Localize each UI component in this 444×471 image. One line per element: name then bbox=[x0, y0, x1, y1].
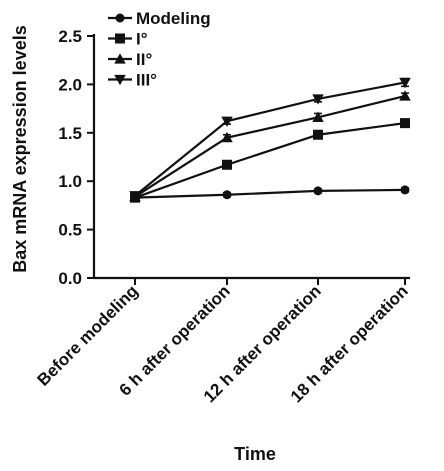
series-triangle-down bbox=[129, 77, 411, 202]
legend-item: Modeling bbox=[108, 9, 211, 28]
series-line bbox=[134, 81, 406, 197]
data-point-triangle-up bbox=[114, 53, 126, 64]
data-point-triangle-down bbox=[221, 116, 233, 127]
y-tick-label: 0.0 bbox=[58, 269, 82, 288]
data-point-triangle-down bbox=[312, 94, 324, 105]
data-point-triangle-down bbox=[129, 191, 141, 202]
data-point-square bbox=[313, 129, 323, 140]
data-point-circle bbox=[400, 185, 410, 195]
data-point-triangle-up bbox=[221, 131, 233, 143]
data-point-square bbox=[115, 33, 125, 44]
data-point-triangle-down bbox=[114, 74, 126, 86]
legend-label: I° bbox=[136, 30, 148, 49]
y-tick-label: 2.0 bbox=[58, 75, 82, 94]
legend-label: III° bbox=[136, 71, 157, 90]
series-group bbox=[129, 77, 411, 203]
series-line bbox=[134, 122, 406, 199]
y-tick-label: 1.0 bbox=[58, 172, 82, 191]
data-point-square bbox=[400, 118, 410, 129]
data-point-square bbox=[222, 159, 232, 170]
data-point-triangle-up bbox=[312, 111, 324, 122]
series-line bbox=[134, 94, 406, 198]
x-axis-title: Time bbox=[234, 444, 276, 464]
data-point-circle bbox=[222, 190, 232, 200]
legend: Modeling I°II° III° bbox=[108, 9, 211, 90]
legend-item: I° bbox=[108, 30, 148, 49]
legend-item: II° bbox=[108, 50, 152, 69]
legend-item: III° bbox=[108, 71, 157, 90]
y-tick-label: 0.5 bbox=[58, 221, 82, 240]
series-circle bbox=[130, 185, 410, 203]
y-axis-title: Bax mRNA expression levels bbox=[10, 25, 30, 272]
legend-label: II° bbox=[136, 50, 152, 69]
legend-label: Modeling bbox=[136, 9, 211, 28]
data-point-circle bbox=[115, 13, 125, 23]
axes bbox=[92, 34, 410, 280]
series-line bbox=[134, 188, 406, 199]
data-point-triangle-up bbox=[399, 90, 411, 101]
data-point-triangle-down bbox=[399, 77, 411, 89]
data-point-circle bbox=[313, 186, 323, 196]
y-ticks: 0.0 0.5 1.0 1.5 2.0 2.5 bbox=[58, 27, 94, 288]
y-tick-label: 2.5 bbox=[58, 27, 82, 46]
y-tick-label: 1.5 bbox=[58, 124, 82, 143]
x-tick-label: Before modeling bbox=[34, 281, 142, 389]
